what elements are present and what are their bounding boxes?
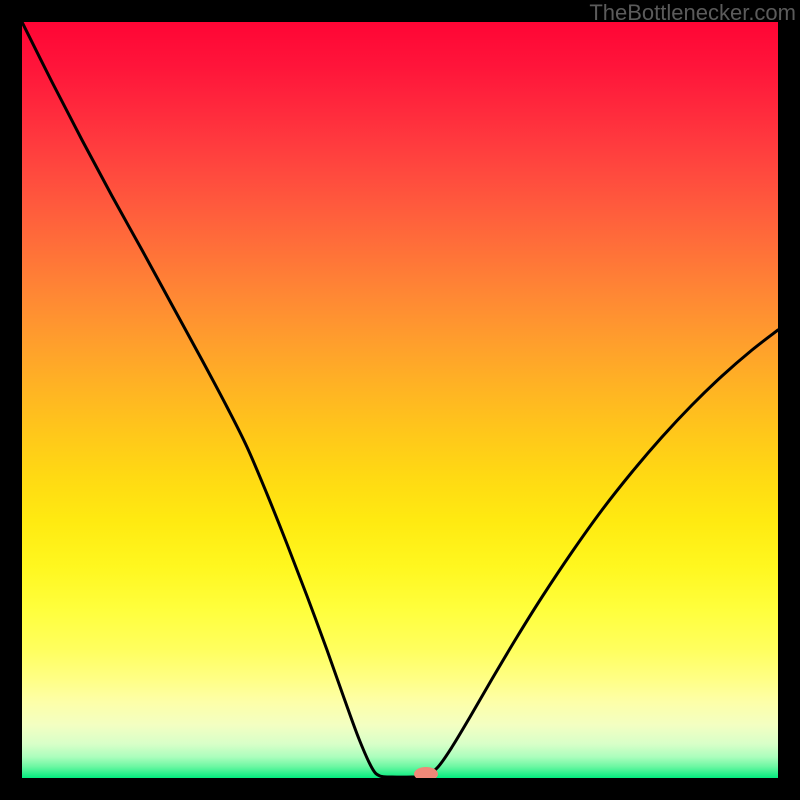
watermark-text: TheBottlenecker.com (589, 0, 796, 26)
bottleneck-curve (22, 22, 778, 777)
chart-frame: TheBottlenecker.com (0, 0, 800, 800)
plot-area (22, 22, 778, 778)
curve-layer (22, 22, 778, 778)
